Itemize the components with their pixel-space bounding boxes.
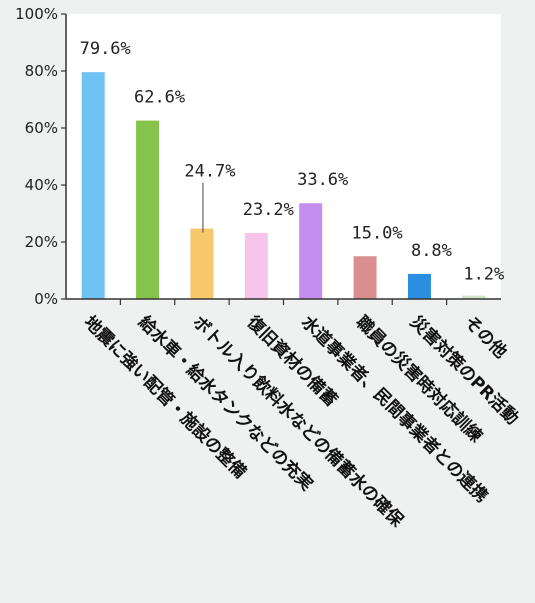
x-ticks-group: [119, 299, 448, 305]
bar-5: [299, 203, 323, 299]
data-label-4: 23.2%: [243, 200, 294, 220]
data-label-6: 15.0%: [351, 223, 402, 243]
data-label-5: 33.6%: [297, 170, 348, 190]
data-label-2: 62.6%: [134, 88, 185, 108]
bar-6: [353, 256, 377, 299]
y-tick-label: 20%: [25, 233, 58, 251]
data-label-1: 79.6%: [80, 39, 131, 59]
bar-4: [244, 232, 268, 299]
bar-8: [462, 295, 486, 299]
y-ticks-group: 0% 20% 40% 60% 80% 100%: [15, 5, 66, 308]
bar-1: [81, 72, 105, 299]
y-tick-label: 40%: [25, 176, 58, 194]
data-label-7: 8.8%: [411, 241, 452, 261]
data-label-3: 24.7%: [184, 162, 235, 182]
category-label-8: その他: [460, 312, 511, 363]
bars-group: [81, 72, 486, 299]
data-labels-group: 79.6% 62.6% 24.7% 23.2%33.6% 15.0% 8.8% 1.2%: [80, 39, 505, 284]
y-tick-label: 100%: [15, 5, 58, 23]
y-tick-label: 80%: [25, 62, 58, 80]
y-tick-label: 60%: [25, 119, 58, 137]
data-label-8: 1.2%: [463, 265, 504, 285]
bar-3: [190, 228, 214, 299]
y-tick-label: 0%: [34, 290, 58, 308]
bar-7: [407, 273, 431, 299]
category-labels-group: 地震に強い配管・施設の整備給水車・給水タンクなどの充実ボトル入り飲料水などの備蓄…: [80, 311, 523, 532]
category-label-4: 復旧資材の備蓄: [242, 311, 342, 411]
bar-2: [136, 120, 160, 299]
